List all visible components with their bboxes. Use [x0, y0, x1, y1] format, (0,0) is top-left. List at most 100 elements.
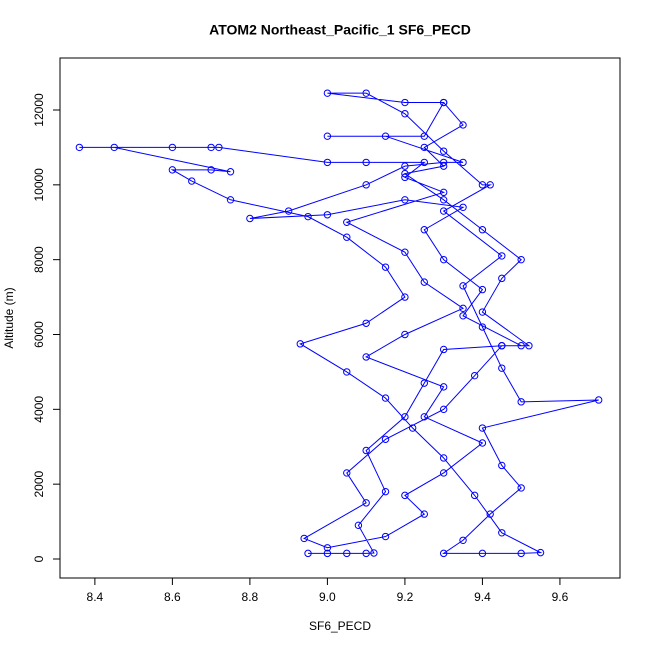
point — [420, 132, 428, 140]
y-axis-label: Altitude (m) — [2, 287, 16, 348]
point — [459, 312, 467, 320]
point — [439, 255, 448, 264]
chart-title: ATOM2 Northeast_Pacific_1 SF6_PECD — [209, 22, 471, 38]
point — [420, 158, 428, 167]
point — [439, 454, 448, 462]
point — [459, 121, 467, 129]
point — [284, 207, 293, 215]
point — [420, 226, 428, 234]
point — [304, 212, 312, 221]
point — [498, 461, 506, 470]
point — [478, 226, 487, 234]
x-tick-label: 9.2 — [397, 590, 414, 604]
point — [594, 396, 603, 404]
point — [362, 89, 370, 97]
x-tick-label: 8.6 — [164, 590, 181, 604]
point — [478, 439, 487, 447]
x-tick-label: 8.4 — [87, 590, 104, 604]
point — [486, 510, 494, 518]
point — [439, 158, 448, 167]
point — [420, 143, 428, 152]
point — [439, 405, 448, 414]
point — [168, 166, 177, 174]
point — [343, 218, 351, 226]
point — [343, 469, 351, 477]
point — [207, 143, 215, 152]
point — [370, 549, 378, 557]
x-tick-label: 8.8 — [242, 590, 259, 604]
point — [459, 158, 467, 167]
point — [439, 549, 448, 558]
point — [478, 424, 487, 432]
point — [517, 255, 525, 264]
y-tick-label: 2000 — [32, 470, 46, 497]
point — [362, 499, 370, 507]
point — [459, 536, 467, 544]
point — [168, 143, 177, 152]
point — [381, 132, 390, 140]
point — [439, 383, 448, 391]
point — [498, 364, 506, 372]
point — [343, 368, 351, 376]
point — [226, 168, 235, 176]
point — [401, 248, 409, 256]
y-tick-label: 6000 — [32, 321, 46, 348]
point — [498, 529, 506, 537]
point — [362, 446, 370, 455]
point — [439, 469, 448, 477]
point — [362, 319, 370, 327]
point — [439, 345, 448, 354]
point — [381, 532, 390, 541]
point — [478, 323, 487, 331]
point — [401, 110, 409, 118]
point — [304, 549, 312, 558]
point — [439, 196, 448, 204]
point — [486, 181, 494, 189]
point — [323, 89, 332, 97]
point — [478, 308, 487, 316]
point — [517, 549, 525, 558]
point — [498, 274, 506, 283]
point — [525, 342, 533, 350]
point — [75, 143, 84, 152]
point — [459, 304, 467, 313]
point — [459, 282, 467, 290]
point — [381, 487, 390, 496]
point — [381, 263, 390, 271]
point — [401, 491, 409, 500]
series-line — [79, 92, 599, 554]
point — [439, 162, 448, 170]
x-tick-label: 9.6 — [552, 590, 569, 604]
point — [323, 158, 332, 167]
point — [110, 143, 118, 152]
point — [420, 413, 428, 421]
point — [401, 162, 409, 170]
point — [323, 549, 332, 558]
point — [362, 181, 370, 189]
point — [401, 169, 409, 178]
point — [381, 394, 390, 402]
x-tick-label: 9.4 — [474, 590, 491, 604]
point — [401, 330, 409, 339]
point — [470, 491, 479, 500]
point — [439, 98, 448, 107]
point — [343, 549, 351, 558]
point — [401, 196, 409, 204]
point — [408, 424, 417, 432]
point — [323, 211, 332, 219]
y-tick-label: 0 — [32, 555, 46, 562]
point — [498, 252, 506, 260]
point — [420, 379, 428, 387]
point — [498, 342, 506, 350]
y-tick-label: 10000 — [32, 168, 46, 202]
point — [439, 188, 448, 197]
point — [246, 214, 254, 223]
point — [362, 353, 370, 361]
point — [300, 534, 308, 543]
point — [478, 181, 487, 189]
point — [215, 143, 223, 152]
point — [362, 158, 370, 167]
point — [188, 177, 196, 185]
